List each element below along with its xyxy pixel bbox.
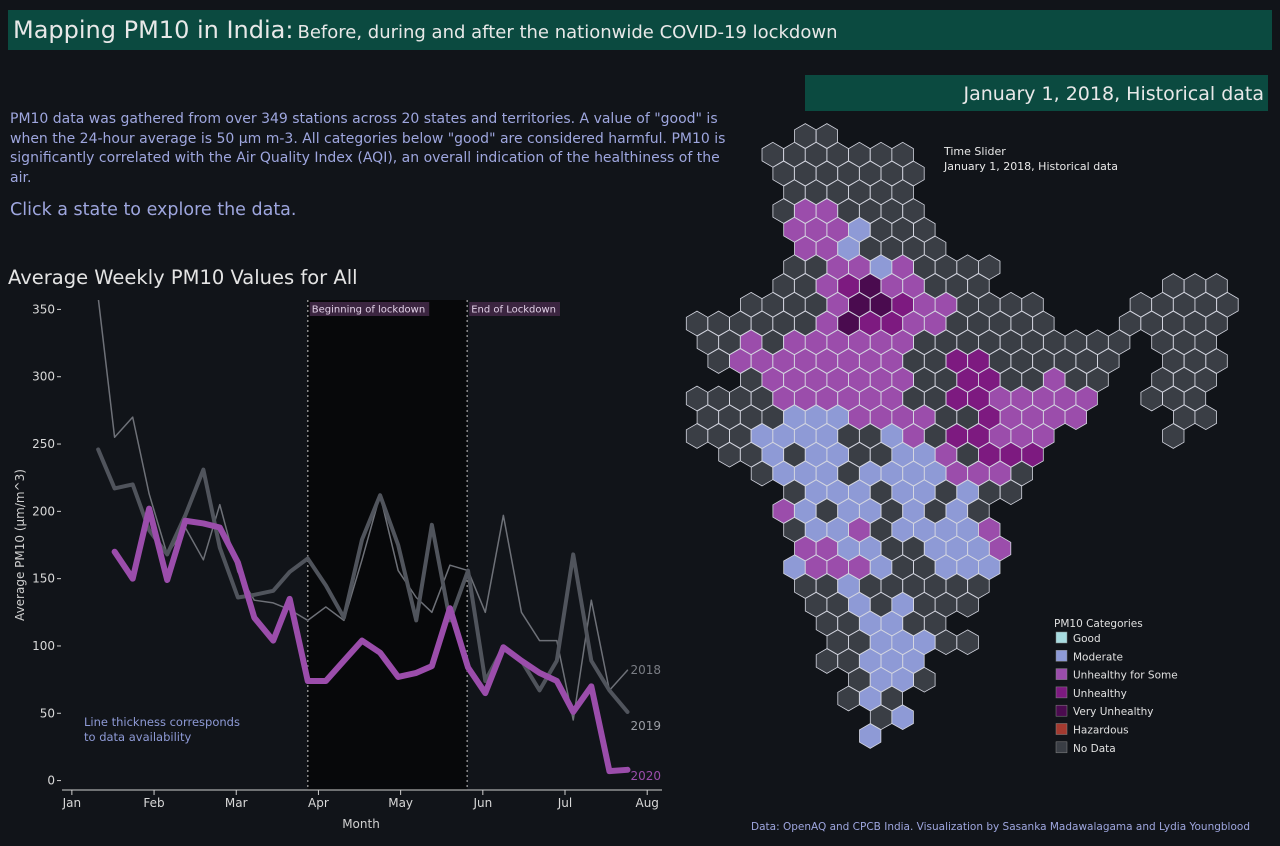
lockdown-label: End of Lockdown (471, 305, 556, 316)
legend-label: Very Unhealthy (1073, 706, 1154, 718)
series-line (111, 505, 631, 775)
slider-value: January 1, 2018, Historical data (943, 160, 1118, 173)
series-label: 2020 (630, 769, 661, 783)
subtitle: Before, during and after the nationwide … (297, 22, 838, 43)
y-tick-label: 350 (32, 302, 55, 316)
y-tick-label: 50 (40, 706, 55, 720)
y-tick-label: 100 (32, 639, 55, 653)
chart-title: Average Weekly PM10 Values for All (8, 266, 358, 289)
date-label: January 1, 2018, Historical data (805, 75, 1268, 111)
x-tick-label: Mar (225, 796, 248, 810)
state-hex[interactable] (1162, 423, 1185, 449)
y-tick-label: 0 (47, 774, 55, 788)
state-hex[interactable] (1194, 404, 1217, 431)
state-hex[interactable] (956, 629, 979, 656)
state-hex[interactable] (999, 479, 1023, 506)
legend-swatch (1055, 650, 1068, 662)
legend-swatch (1055, 704, 1068, 717)
state-hex[interactable] (859, 723, 882, 749)
legend-swatch (1055, 723, 1068, 735)
note: Line thickness corresponds to data avail… (84, 715, 240, 744)
title-bar: Mapping PM10 in India: Before, during and… (8, 10, 1272, 50)
footer: Data: OpenAQ and CPCB India. Visualizati… (751, 821, 1250, 833)
y-tick-label: 200 (32, 504, 55, 518)
legend-label: Good (1073, 633, 1101, 645)
series-label: 2018 (630, 663, 661, 677)
x-tick-label: Jan (62, 796, 82, 810)
x-tick-label: Feb (143, 796, 164, 810)
lockdown-label-bg (469, 302, 561, 316)
legend-title: PM10 Categories (1054, 618, 1143, 630)
slider-title: Time Slider (943, 145, 1006, 158)
prompt: Click a state to explore the data. (10, 200, 297, 220)
state-hex[interactable] (1064, 404, 1087, 431)
y-tick-label: 300 (32, 370, 55, 384)
legend-label: Hazardous (1073, 725, 1129, 737)
x-tick-label: Jun (472, 796, 492, 810)
legend-swatch (1055, 741, 1068, 754)
state-hex[interactable] (913, 666, 936, 693)
y-tick-label: 150 (32, 572, 55, 586)
y-tick-label: 250 (32, 437, 55, 451)
plot-area (96, 300, 631, 775)
series-label: 2019 (630, 719, 661, 733)
x-tick-label: Jul (557, 796, 572, 810)
legend-swatch (1055, 668, 1068, 680)
legend-label: No Data (1073, 743, 1116, 755)
series-line (96, 447, 630, 714)
legend-swatch (1055, 686, 1068, 699)
legend-label: Unhealthy (1073, 688, 1127, 700)
title: Mapping PM10 in India: (13, 16, 294, 44)
state-hex[interactable] (956, 591, 979, 618)
x-tick-label: Aug (635, 796, 658, 810)
lockdown-label: Beginning of lockdown (312, 305, 425, 316)
legend-label: Moderate (1073, 651, 1123, 663)
state-hex[interactable] (891, 704, 914, 731)
x-tick-label: Apr (308, 796, 329, 810)
x-axis-label: Month (342, 817, 380, 831)
description: PM10 data was gathered from over 349 sta… (10, 111, 726, 186)
y-axis-label: Average PM10 (µm/m^3) (13, 469, 27, 621)
lockdown-label-bg (309, 302, 430, 316)
lockdown-region (307, 300, 468, 790)
x-tick-label: May (388, 796, 413, 810)
legend-label: Unhealthy for Some (1073, 670, 1178, 682)
legend-swatch (1055, 631, 1068, 644)
